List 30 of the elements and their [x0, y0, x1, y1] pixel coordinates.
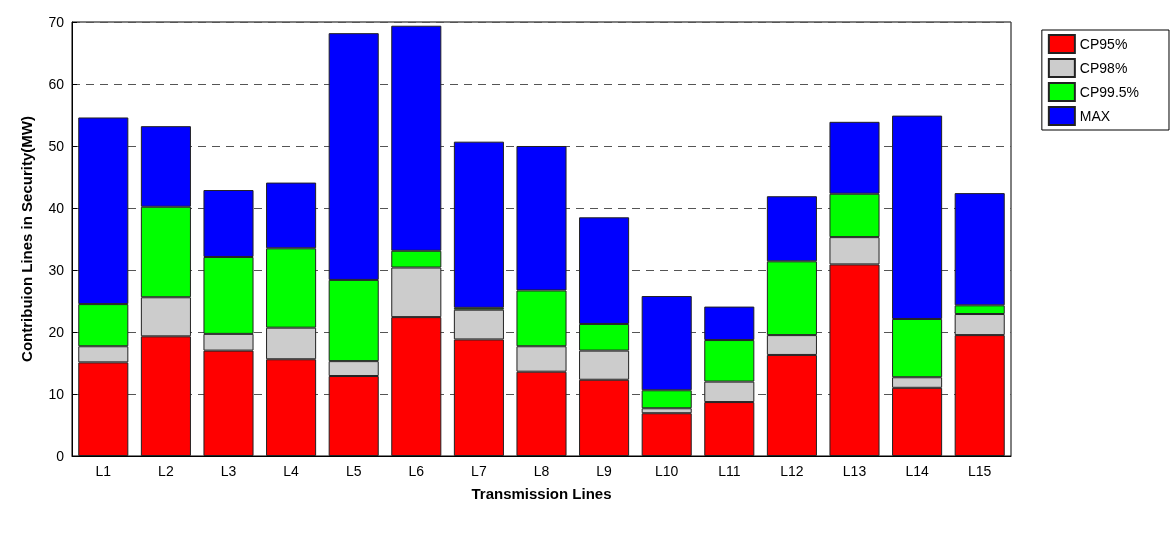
y-axis-title: Contribuion Lines in Security(MW)	[18, 116, 35, 362]
y-tick-label: 0	[56, 448, 65, 464]
x-axis-title: Transmission Lines	[471, 485, 612, 502]
x-tick-label: L9	[596, 463, 613, 479]
legend-label: CP95%	[1079, 36, 1128, 52]
x-tick-label: L2	[158, 463, 174, 479]
x-tick-label: L12	[780, 463, 804, 479]
x-tick-label: L15	[968, 463, 992, 479]
y-tick-label: 40	[48, 200, 65, 216]
y-tick-label: 60	[48, 76, 65, 92]
x-tick-label: L13	[842, 463, 867, 479]
y-tick-label: 70	[48, 14, 65, 30]
y-tick-label: 20	[48, 324, 65, 340]
x-tick-label: L7	[471, 463, 487, 479]
y-tick-label: 30	[48, 262, 65, 278]
x-tick-label: L8	[533, 463, 550, 479]
x-tick-label: L14	[905, 463, 929, 479]
legend-label: CP99.5%	[1079, 84, 1140, 100]
y-tick-label: 10	[48, 386, 65, 402]
x-tick-label: L3	[220, 463, 237, 479]
bar	[453, 141, 504, 308]
x-tick-label: L1	[95, 463, 112, 479]
x-tick-label: L4	[283, 463, 300, 479]
x-tick-label: L10	[655, 463, 679, 479]
x-tick-label: L6	[408, 463, 425, 479]
y-tick-label: 50	[48, 138, 65, 154]
x-tick-label: L5	[345, 463, 362, 479]
legend-label: CP98%	[1079, 60, 1128, 76]
x-tick-label: L11	[718, 463, 741, 479]
legend-label: MAX	[1079, 108, 1111, 124]
